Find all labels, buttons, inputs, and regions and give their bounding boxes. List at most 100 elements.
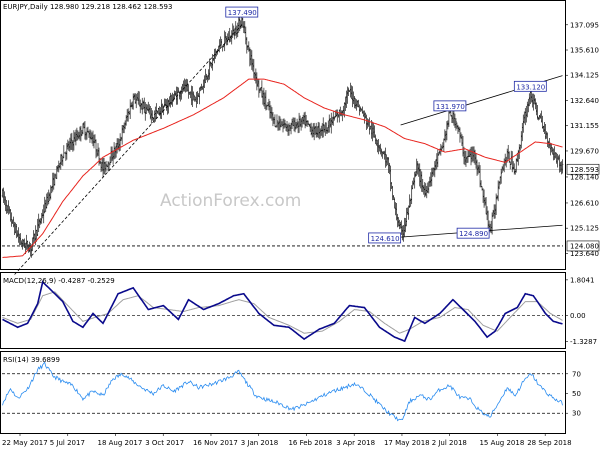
candle	[466, 156, 468, 163]
candle	[205, 73, 208, 81]
candle	[399, 221, 402, 229]
candle	[424, 183, 427, 197]
candle	[393, 197, 396, 209]
candle	[77, 130, 79, 141]
candle	[193, 95, 196, 102]
candle	[384, 147, 387, 168]
candle	[418, 163, 421, 187]
candle	[341, 110, 344, 122]
candle	[415, 158, 418, 176]
candle	[191, 86, 194, 107]
candle	[403, 217, 406, 237]
price-axis-label: 134.125	[570, 72, 599, 80]
candle	[197, 93, 200, 97]
candle	[59, 163, 61, 169]
candle	[99, 157, 101, 164]
candle	[235, 25, 238, 39]
candle	[156, 110, 159, 114]
candle	[198, 87, 201, 105]
candle	[253, 59, 255, 79]
candle	[45, 193, 48, 209]
candle	[213, 48, 216, 64]
candle	[71, 132, 73, 150]
candle	[522, 114, 525, 133]
candle	[223, 30, 226, 52]
candle	[426, 182, 429, 193]
candle	[388, 162, 391, 175]
candle	[353, 96, 356, 109]
candle	[170, 94, 173, 105]
candle	[300, 118, 302, 131]
candle	[302, 114, 304, 125]
candle	[268, 98, 270, 111]
candle	[378, 144, 381, 152]
candle	[438, 152, 440, 156]
candle	[151, 110, 154, 121]
candle	[303, 112, 305, 125]
candle	[317, 121, 319, 138]
candle	[255, 68, 257, 84]
candle	[407, 205, 410, 220]
candle	[427, 181, 430, 194]
candle	[230, 30, 233, 45]
candle	[464, 151, 466, 166]
candle	[475, 153, 477, 169]
candle	[41, 209, 44, 219]
candle	[445, 130, 447, 143]
candle	[400, 220, 403, 235]
candle	[428, 176, 431, 187]
candle	[392, 194, 395, 200]
candle	[338, 109, 341, 123]
candle	[395, 203, 398, 221]
candle	[470, 146, 472, 166]
candle	[299, 115, 301, 127]
candle	[351, 86, 354, 108]
candle	[15, 224, 18, 239]
candle	[219, 36, 222, 48]
candle	[524, 108, 527, 126]
candle	[82, 123, 84, 135]
candle	[373, 125, 376, 138]
candle	[190, 85, 193, 106]
candle	[228, 27, 231, 43]
candle	[374, 134, 377, 145]
candle	[220, 38, 223, 46]
candle	[500, 168, 502, 184]
candle	[46, 192, 49, 206]
candle	[553, 146, 556, 160]
date-axis-label: 2 Jul 2018	[432, 439, 467, 447]
candle	[261, 80, 263, 98]
candle	[556, 153, 559, 168]
candle	[47, 189, 50, 205]
candle	[309, 123, 311, 132]
candle	[222, 44, 225, 48]
candle	[123, 122, 125, 134]
candle	[200, 83, 203, 91]
candle	[312, 123, 314, 138]
candle	[288, 122, 290, 136]
candle	[347, 87, 350, 96]
candle	[549, 142, 552, 156]
price-label-text: 137.490	[228, 9, 257, 17]
candle	[422, 185, 425, 195]
price-axis-label: 125.125	[570, 225, 599, 233]
candle	[168, 96, 171, 107]
candle	[258, 79, 260, 98]
candle	[25, 234, 28, 250]
watermark: ActionForex.com	[160, 191, 301, 211]
macd-axis-label: 0.00	[570, 312, 586, 320]
candle	[436, 153, 438, 170]
candle	[526, 101, 529, 118]
candle	[122, 124, 124, 134]
candle	[413, 171, 416, 189]
candle	[126, 109, 128, 122]
candle	[484, 197, 486, 206]
candle	[481, 186, 483, 191]
candle	[53, 173, 56, 186]
candle	[456, 122, 458, 129]
candle	[211, 54, 214, 71]
candle	[273, 116, 275, 124]
candle	[252, 58, 254, 72]
candle	[187, 84, 190, 99]
candle	[210, 62, 213, 69]
